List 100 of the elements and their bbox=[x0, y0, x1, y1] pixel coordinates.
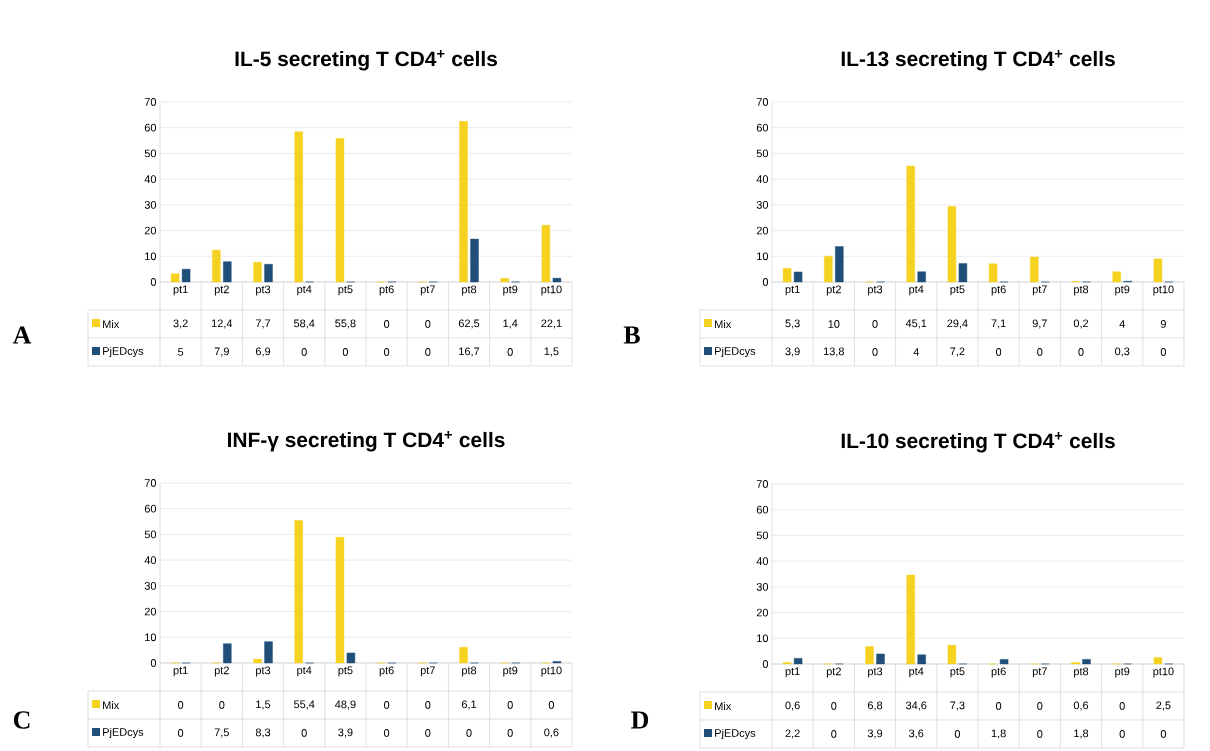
bar bbox=[253, 658, 262, 664]
data-label: 0 bbox=[466, 729, 472, 737]
y-tick-label: 0 bbox=[150, 278, 157, 286]
data-label: 55,8 bbox=[335, 319, 356, 329]
y-tick-label: 40 bbox=[756, 557, 769, 566]
x-tick-label: pt4 bbox=[909, 667, 924, 678]
bar bbox=[865, 646, 874, 665]
bar bbox=[459, 121, 468, 283]
y-tick-label: 60 bbox=[756, 505, 769, 514]
data-label: 0 bbox=[1037, 730, 1043, 738]
data-label: 6,1 bbox=[461, 700, 477, 710]
x-tick-label: pt1 bbox=[785, 285, 800, 296]
data-label: 0,6 bbox=[544, 728, 559, 738]
data-label: 9,7 bbox=[1032, 319, 1047, 329]
data-label: 0 bbox=[177, 701, 184, 709]
y-tick-label: 50 bbox=[756, 531, 769, 540]
bar bbox=[1082, 659, 1091, 665]
bar bbox=[1153, 258, 1163, 283]
data-label: 0 bbox=[1160, 730, 1167, 738]
x-tick-label: pt3 bbox=[868, 285, 883, 296]
y-tick-label: 50 bbox=[144, 149, 157, 158]
data-label: 34,6 bbox=[905, 701, 927, 711]
y-tick-label: 40 bbox=[144, 175, 157, 184]
x-tick-label: pt8 bbox=[462, 285, 477, 296]
x-tick-label: pt2 bbox=[826, 667, 841, 678]
data-label: 0 bbox=[872, 348, 878, 356]
x-tick-label: pt3 bbox=[256, 285, 271, 296]
x-tick-label: pt5 bbox=[338, 285, 353, 296]
x-tick-label: pt3 bbox=[256, 666, 271, 677]
data-label: 0 bbox=[1119, 702, 1125, 710]
y-tick-label: 0 bbox=[150, 659, 157, 667]
x-tick-label: pt10 bbox=[1153, 667, 1174, 678]
bar bbox=[500, 278, 509, 283]
legend-label: Mix bbox=[103, 701, 120, 709]
x-tick-label: pt5 bbox=[338, 666, 353, 677]
x-tick-label: pt5 bbox=[950, 285, 965, 296]
data-label: 0 bbox=[425, 701, 431, 709]
data-label: 2,2 bbox=[785, 729, 800, 739]
data-label: 0,6 bbox=[785, 701, 800, 711]
data-label: 0 bbox=[507, 701, 513, 709]
x-tick-label: pt3 bbox=[868, 667, 883, 678]
bar bbox=[223, 643, 232, 664]
y-tick-label: 60 bbox=[144, 123, 157, 132]
y-tick-label: 50 bbox=[756, 149, 769, 158]
bar bbox=[906, 574, 915, 665]
bar bbox=[459, 647, 468, 664]
data-label: 0 bbox=[1160, 348, 1167, 356]
data-label: 0 bbox=[872, 320, 878, 328]
data-label: 10 bbox=[828, 320, 840, 328]
bar bbox=[793, 271, 803, 283]
data-label: 0 bbox=[301, 729, 307, 737]
y-tick-label: 30 bbox=[756, 582, 769, 591]
text: D bbox=[631, 711, 649, 729]
bar bbox=[906, 165, 915, 283]
bar bbox=[999, 659, 1009, 665]
x-tick-label: pt6 bbox=[379, 285, 394, 296]
data-label: 13,8 bbox=[823, 347, 844, 357]
y-tick-label: 10 bbox=[757, 252, 769, 261]
legend-label: PjEDcys bbox=[715, 346, 756, 358]
data-label: 0 bbox=[1037, 702, 1043, 710]
data-label: 0 bbox=[995, 348, 1002, 356]
data-label: 1,8 bbox=[991, 729, 1006, 739]
data-label: 16,7 bbox=[459, 347, 480, 357]
text: A bbox=[12, 326, 32, 344]
y-tick-label: 70 bbox=[756, 480, 769, 488]
legend-label: PjEDcys bbox=[103, 727, 144, 739]
bar bbox=[253, 261, 262, 283]
x-tick-label: pt8 bbox=[1074, 667, 1089, 678]
x-tick-label: pt9 bbox=[503, 285, 518, 296]
data-label: 0,2 bbox=[1073, 319, 1089, 329]
x-tick-label: pt1 bbox=[173, 666, 188, 677]
bar bbox=[181, 268, 191, 283]
x-tick-label: pt1 bbox=[173, 285, 188, 296]
data-label: 8,3 bbox=[255, 728, 271, 738]
y-tick-label: 30 bbox=[144, 581, 157, 590]
x-tick-label: pt10 bbox=[541, 285, 562, 296]
data-label: 0 bbox=[1037, 348, 1043, 356]
x-tick-label: pt2 bbox=[214, 285, 229, 296]
data-label: 62,5 bbox=[458, 319, 480, 329]
data-label: 0 bbox=[1078, 348, 1084, 356]
data-label: 1,4 bbox=[503, 319, 518, 329]
y-tick-label: 60 bbox=[756, 123, 769, 132]
y-tick-label: 60 bbox=[144, 504, 157, 513]
bar bbox=[876, 653, 885, 665]
bar bbox=[1030, 256, 1039, 283]
x-tick-label: pt4 bbox=[297, 285, 312, 296]
bar bbox=[988, 263, 998, 283]
data-label: 0 bbox=[425, 729, 431, 737]
y-tick-label: 50 bbox=[144, 530, 157, 539]
y-tick-label: 70 bbox=[144, 479, 157, 487]
bar bbox=[470, 238, 479, 283]
data-label: 0 bbox=[342, 348, 349, 356]
chart-title: IL-5 secreting T CD4$^{+}$ cells bbox=[235, 49, 497, 71]
y-tick-label: 70 bbox=[144, 98, 157, 106]
data-label: 0 bbox=[301, 348, 307, 356]
bar bbox=[917, 654, 926, 665]
legend-label: PjEDcys bbox=[715, 728, 756, 740]
bar bbox=[1112, 271, 1121, 283]
data-label: 0 bbox=[995, 702, 1002, 710]
data-label: 0 bbox=[383, 348, 390, 356]
